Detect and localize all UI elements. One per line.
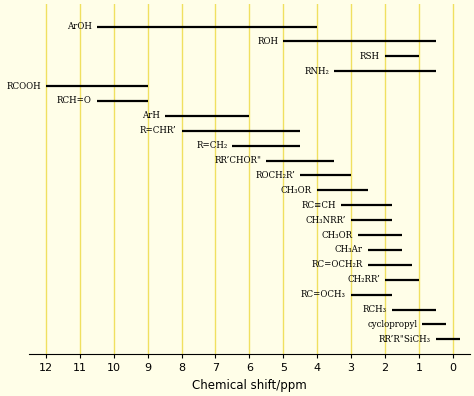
Text: ArH: ArH xyxy=(142,111,159,120)
Text: RC=OCH₃: RC=OCH₃ xyxy=(301,290,346,299)
Text: ArOH: ArOH xyxy=(67,22,91,31)
Text: CH₃OR: CH₃OR xyxy=(281,186,312,195)
Text: ROCH₂R’: ROCH₂R’ xyxy=(255,171,295,180)
Text: CH₃Ar: CH₃Ar xyxy=(335,246,363,255)
Text: RCH₃: RCH₃ xyxy=(363,305,387,314)
Text: cyclopropyl: cyclopropyl xyxy=(367,320,417,329)
Text: RCOOH: RCOOH xyxy=(6,82,41,91)
Text: RR’R"SiCH₃: RR’R"SiCH₃ xyxy=(379,335,431,344)
Text: R=CHR’: R=CHR’ xyxy=(140,126,176,135)
Text: R=CH₂: R=CH₂ xyxy=(196,141,228,150)
Text: ROH: ROH xyxy=(257,37,278,46)
Text: RCH=O: RCH=O xyxy=(57,97,91,105)
Text: RSH: RSH xyxy=(360,52,380,61)
Text: RR’CHOR": RR’CHOR" xyxy=(214,156,261,165)
Text: CH₃NRR’: CH₃NRR’ xyxy=(306,216,346,225)
Text: CH₃OR: CH₃OR xyxy=(322,230,353,240)
Text: RNH₂: RNH₂ xyxy=(304,67,329,76)
Text: RC≡CH: RC≡CH xyxy=(301,201,336,210)
Text: CH₂RR’: CH₂RR’ xyxy=(347,275,380,284)
Text: RC=OCH₂R: RC=OCH₂R xyxy=(311,260,363,269)
X-axis label: Chemical shift/ppm: Chemical shift/ppm xyxy=(192,379,307,392)
